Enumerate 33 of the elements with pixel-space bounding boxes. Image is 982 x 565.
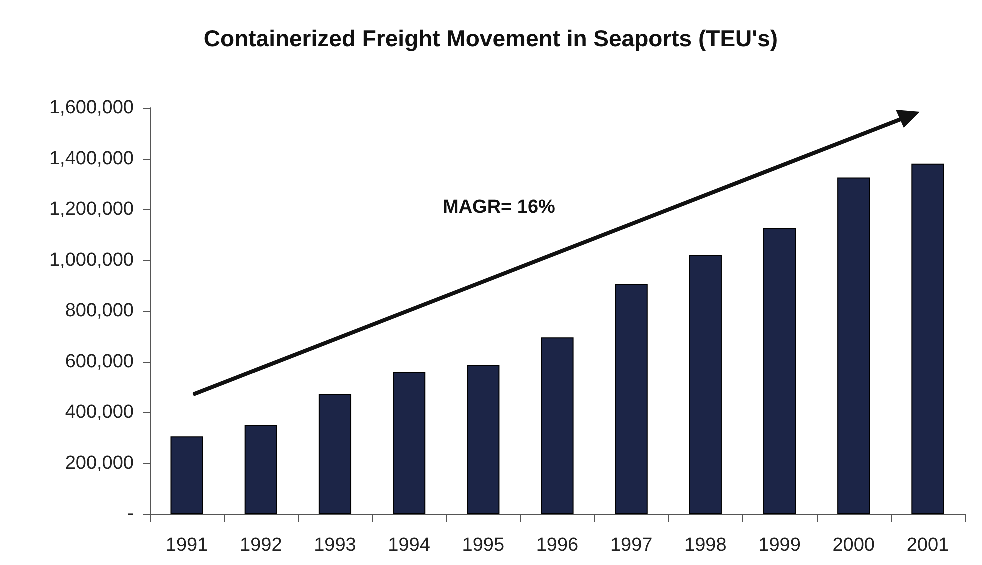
x-tick-label: 1993	[314, 535, 356, 556]
chart-title: Containerized Freight Movement in Seaports (TEU's)	[204, 26, 778, 52]
x-tick-label: 1991	[166, 535, 208, 556]
annotation: MAGR= 16%	[443, 197, 556, 218]
x-tick-label: 1997	[610, 535, 653, 556]
bar	[318, 394, 352, 514]
bar	[393, 372, 426, 514]
bar	[763, 228, 796, 514]
y-tick-label: 1,200,000	[49, 199, 134, 220]
y-tick-label: 1,000,000	[49, 250, 134, 271]
x-tick-label: 1999	[758, 535, 801, 556]
y-tick-label: 400,000	[65, 402, 134, 423]
bar	[244, 425, 278, 514]
y-tick-label: 1,400,000	[49, 148, 134, 170]
bar	[912, 164, 944, 514]
x-tick-label: 1992	[240, 535, 282, 556]
x-tick-label: 1998	[684, 535, 727, 556]
bar	[838, 178, 870, 514]
y-tick-label: 800,000	[65, 300, 134, 322]
x-tick-label: 2000	[832, 535, 876, 556]
y-tick-label: 600,000	[65, 351, 134, 372]
bar	[689, 255, 722, 514]
y-tick-label: 200,000	[65, 452, 134, 474]
bar	[541, 338, 574, 514]
x-tick-label: 1996	[536, 535, 579, 556]
bar	[170, 436, 204, 514]
x-tick-label: 2001	[906, 535, 950, 556]
bar	[615, 284, 648, 514]
x-tick-label: 1994	[388, 535, 431, 556]
bar	[467, 365, 500, 514]
y-tick-label: -	[128, 504, 134, 524]
x-tick-label: 1995	[462, 535, 505, 556]
y-tick-label: 1,600,000	[49, 98, 134, 118]
